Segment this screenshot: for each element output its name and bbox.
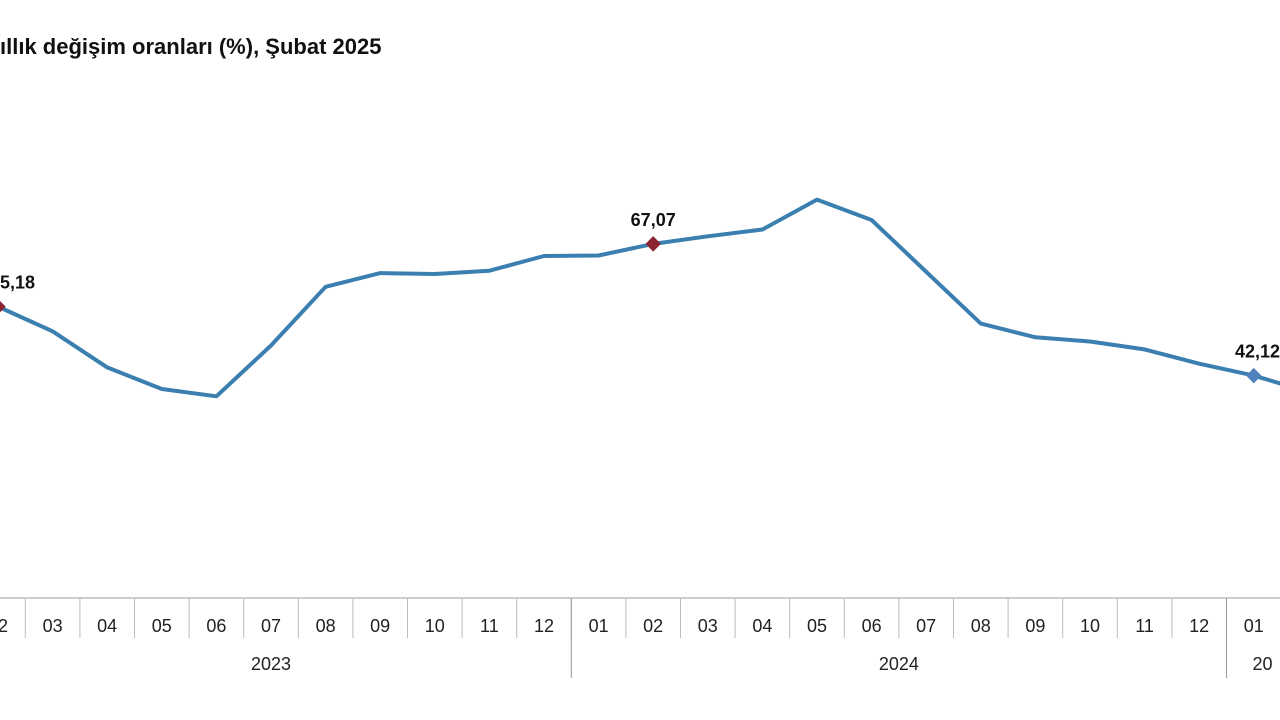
data-label: 67,07	[631, 210, 676, 230]
x-tick-label: 08	[316, 616, 336, 636]
data-point-marker	[1246, 367, 1262, 384]
data-label-layer: 5,18 67,07 42,12	[0, 210, 1280, 384]
x-tick-label: 05	[807, 616, 827, 636]
x-tick-label: 02	[643, 616, 663, 636]
year-label: 2023	[251, 654, 291, 674]
x-tick-label: 10	[1080, 616, 1100, 636]
x-tick-label: 03	[698, 616, 718, 636]
x-tick-label: 04	[752, 616, 772, 636]
data-label: 5,18	[0, 273, 35, 293]
x-tick-label: 05	[152, 616, 172, 636]
x-tick-label: 09	[370, 616, 390, 636]
x-tick-label: 12	[1189, 616, 1209, 636]
x-tick-label: 06	[206, 616, 226, 636]
x-tick-label: 03	[43, 616, 63, 636]
x-tick-label: 08	[971, 616, 991, 636]
x-tick-label: 07	[916, 616, 936, 636]
chart-title: ıllık değişim oranları (%), Şubat 2025	[0, 34, 382, 59]
x-tick-label: 07	[261, 616, 281, 636]
year-label: 2024	[879, 654, 919, 674]
x-tick-label: 01	[589, 616, 609, 636]
x-tick-label: 11	[480, 616, 499, 636]
x-tick-label: 10	[425, 616, 445, 636]
x-tick-label: 02	[0, 616, 8, 636]
x-tick-label: 12	[534, 616, 554, 636]
year-label: 20	[1253, 654, 1273, 674]
x-tick-label: 01	[1244, 616, 1264, 636]
data-point-marker	[0, 300, 6, 313]
x-axis: 02 03 04 05 06 07 08 09 10 11 12 01 02 03 04 05 06 07 08 09…	[0, 597, 1280, 678]
x-tick-label: 11	[1135, 616, 1154, 636]
x-tick-label: 09	[1025, 616, 1045, 636]
x-tick-label: 06	[862, 616, 882, 636]
x-tick-label: 04	[97, 616, 117, 636]
data-point-marker	[645, 236, 661, 252]
data-label: 42,12	[1235, 342, 1280, 362]
